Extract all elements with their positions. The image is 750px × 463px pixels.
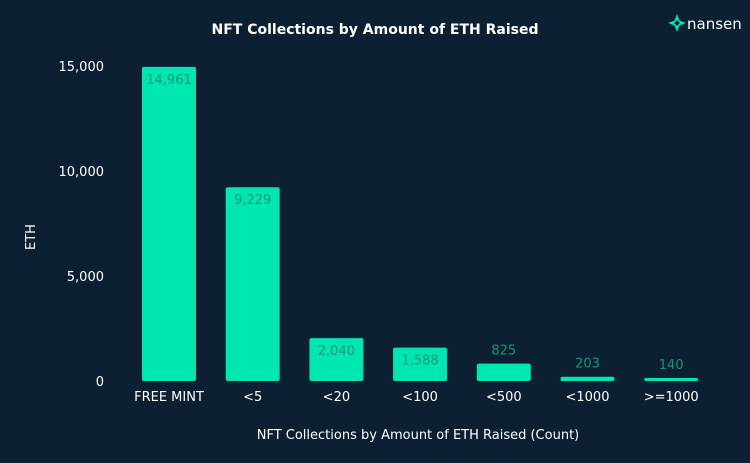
x-tick-label: <20 [323,390,350,405]
x-tick-label: FREE MINT [134,390,204,405]
nansen-logo: nansen [668,14,742,32]
x-tick-label: <100 [402,390,438,405]
bar [560,376,615,381]
x-tick-label: <1000 [566,390,610,405]
y-tick-label: 0 [96,375,104,390]
data-label: 825 [491,344,516,359]
x-tick-label: >=1000 [644,390,699,405]
y-axis-label: ETH [24,224,39,250]
x-axis-label: NFT Collections by Amount of ETH Raised … [257,428,580,443]
data-label: 140 [659,358,684,373]
x-tick-label: <5 [243,390,262,405]
chart-title: NFT Collections by Amount of ETH Raised [211,22,539,38]
data-label: 2,040 [318,344,355,359]
data-label: 9,229 [234,193,271,208]
y-tick-label: 10,000 [59,165,105,180]
bar [225,187,280,381]
data-label: 1,588 [401,354,438,369]
data-label: 203 [575,357,600,372]
y-tick-label: 15,000 [59,60,105,75]
x-tick-label: <500 [486,390,522,405]
bar [309,338,364,381]
bar [142,66,196,381]
nansen-star-icon [668,14,686,32]
bar [644,378,699,381]
data-label: 14,961 [146,73,192,88]
logo-text: nansen [687,15,742,33]
y-tick-label: 5,000 [67,270,104,285]
bar [393,347,448,381]
bar [476,363,531,381]
